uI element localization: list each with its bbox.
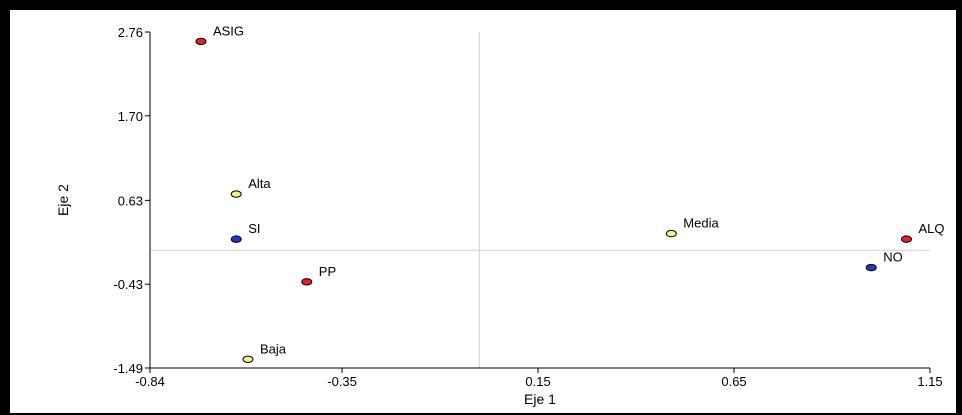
x-axis-ticks: -0.84 -0.35 0.15 0.65 1.15	[135, 368, 943, 389]
x-tick-label: 0.65	[721, 374, 746, 389]
y-tick-label: 1.70	[118, 109, 143, 124]
x-axis-title: Eje 1	[524, 391, 556, 407]
x-tick-label: -0.35	[327, 374, 357, 389]
data-point	[665, 229, 677, 238]
point-label: Media	[683, 216, 719, 231]
data-point	[301, 278, 313, 286]
x-tick-label: 0.15	[525, 374, 550, 389]
data-point	[195, 37, 207, 46]
y-tick-label: 2.76	[118, 25, 143, 40]
data-points: ASIG Alta SI PP Baja Media ALQ NO	[195, 23, 944, 364]
point-label: SI	[248, 221, 260, 236]
y-axis-title: Eje 2	[55, 184, 71, 216]
y-tick-label: 0.63	[118, 193, 143, 208]
point-label: Alta	[248, 176, 271, 191]
x-tick-label: 1.15	[917, 374, 942, 389]
point-label: NO	[883, 250, 903, 265]
x-tick-label: -0.84	[135, 374, 165, 389]
data-point	[230, 190, 242, 198]
reference-lines	[150, 32, 930, 368]
data-point	[230, 235, 242, 243]
y-tick-label: -1.49	[113, 361, 143, 376]
point-label: Baja	[260, 341, 287, 356]
data-point	[865, 263, 877, 272]
y-axis-ticks: -1.49 -0.43 0.63 1.70 2.76	[113, 25, 150, 376]
y-tick-label: -0.43	[113, 277, 143, 292]
axes	[149, 32, 930, 369]
point-label: PP	[319, 264, 336, 279]
point-label: ASIG	[213, 23, 244, 38]
point-label: ALQ	[918, 221, 944, 236]
data-point	[900, 235, 912, 243]
data-point	[242, 355, 254, 364]
